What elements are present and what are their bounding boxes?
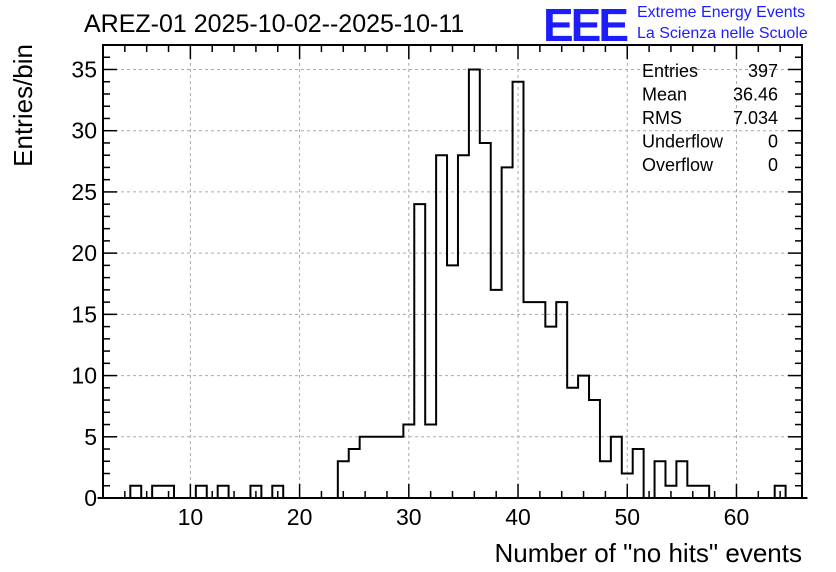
y-tick-label: 0 [84,485,97,511]
bin-bar [414,204,425,498]
tick-labels: 10 20 30 40 50 60 0 5 10 15 20 25 30 35 [71,56,749,530]
bin-bar [130,486,141,498]
bin-bar [676,461,687,498]
logo-caption: Extreme Energy Events La Scienza nelle S… [637,2,808,44]
bin-bar [382,437,393,498]
grid-lines [103,45,802,498]
stat-label: Overflow [642,155,714,175]
bin-bar [196,486,207,498]
eee-logo: EEE [543,0,629,51]
bin-bar [480,143,491,498]
stat-value: 36.46 [733,85,778,105]
bin-bar [556,302,567,498]
bin-bar [152,486,163,498]
x-axis-label: Number of "no hits" events [495,538,803,568]
bin-bar [360,437,371,498]
y-tick-label: 5 [84,424,97,450]
bin-bar [371,437,382,498]
bin-bar [392,437,403,498]
bin-bar [436,155,447,498]
bin-bar [589,400,600,498]
x-tick-label: 60 [724,504,750,530]
y-tick-label: 20 [71,240,97,266]
y-tick-label: 15 [71,301,97,327]
y-tick-label: 25 [71,179,97,205]
stat-value: 397 [748,61,778,81]
axis-ticks [103,45,803,499]
bin-bar [349,449,360,498]
stats-box: Entries 397 Mean 36.46 RMS 7.034 Underflow 0 Ove… [642,61,778,175]
bin-bar [469,69,480,498]
bin-bar [458,155,469,498]
bin-bar [698,486,709,498]
stat-label: RMS [642,108,682,128]
stat-value: 7.034 [733,108,778,128]
x-tick-label: 40 [505,504,531,530]
y-tick-label: 10 [71,363,97,389]
y-axis-label: Entries/bin [8,44,38,167]
y-tick-label: 35 [71,56,97,82]
bin-bar [218,486,229,498]
bin-bar [611,437,622,498]
plot-frame [102,44,803,499]
stat-label: Entries [642,61,698,81]
logo-line-1: Extreme Energy Events [637,4,806,21]
bin-bar [545,327,556,498]
bin-bar [491,290,502,498]
stat-label: Mean [642,85,687,105]
logo-line-2: La Scienza nelle Scuole [637,25,808,42]
bin-bar [633,449,644,498]
bin-bar [425,425,436,498]
stat-label: Underflow [642,132,724,152]
bin-bar [502,167,513,498]
bin-bar [523,302,534,498]
x-tick-label: 10 [178,504,204,530]
x-tick-label: 50 [614,504,640,530]
x-tick-label: 30 [396,504,422,530]
stat-value: 0 [768,155,778,175]
bin-bar [655,461,666,498]
y-tick-label: 30 [71,118,97,144]
x-tick-label: 20 [287,504,313,530]
chart-title: AREZ-01 2025-10-02--2025-10-11 [84,10,465,38]
bin-bar [447,265,458,498]
stat-value: 0 [768,132,778,152]
bin-bar [567,388,578,498]
bin-bar [534,302,545,498]
